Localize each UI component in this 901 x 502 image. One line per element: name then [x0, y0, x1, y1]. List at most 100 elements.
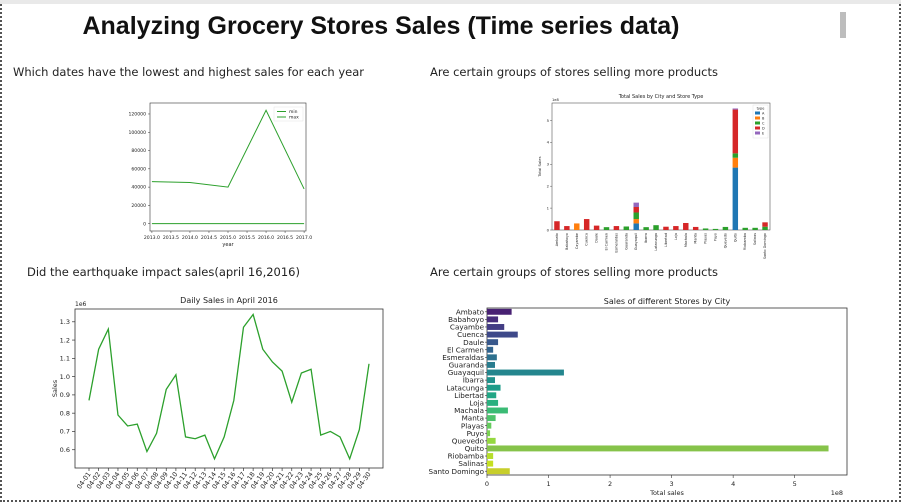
x-tick-label: Riobamba: [743, 233, 747, 250]
y-tick-label: Santo Domingo: [429, 467, 484, 476]
heading-earthquake-impact: Did the earthquake impact sales(april 16…: [27, 265, 300, 279]
legend-swatch-B: [755, 116, 760, 120]
y-tick-label: Cayambe: [450, 323, 485, 332]
bar-segment-santo-domingo-D: [762, 222, 768, 227]
legend-label-B: B: [762, 116, 765, 120]
bar-segment-quevedo-C: [722, 226, 729, 230]
y-tick-label: 5: [547, 118, 550, 123]
y-tick-label: Cuenca: [457, 330, 484, 339]
x-tick-label: Salinas: [753, 233, 757, 245]
x-tick-label: Cuenca: [585, 233, 589, 246]
x-tick-label: Cayambe: [575, 233, 579, 249]
bar-puyo: [487, 430, 491, 437]
legend-label-min: min: [289, 109, 298, 115]
bar-daule: [487, 339, 499, 346]
bar-segment-babahoyo-D: [564, 226, 570, 230]
legend-label-A: A: [762, 111, 765, 115]
heading-min-max-dates: Which dates have the lowest and highest …: [13, 65, 365, 79]
x-tick-label: 0: [485, 480, 489, 488]
y-tick-label: El Carmen: [447, 345, 484, 354]
bar-segment-cayambe-B: [574, 223, 580, 230]
x-tick-label: Latacunga: [654, 233, 658, 251]
x-tick-label: 2015.5: [239, 235, 255, 241]
y-tick-label: Guaranda: [449, 361, 484, 370]
x-tick-label: 2016.0: [258, 235, 274, 241]
y-tick-label: Latacunga: [446, 383, 484, 392]
y-tick-label: 1.2: [60, 336, 70, 344]
bar-segment-quito-E: [732, 108, 739, 110]
chart-title: Sales of different Stores by City: [604, 297, 731, 306]
bar-guayaquil: [487, 369, 564, 376]
y-tick-label: 1.3: [60, 318, 70, 326]
x-tick-label: Quevedo: [723, 233, 727, 248]
y-tick-label: Riobamba: [448, 452, 484, 461]
y-tick-label: Manta: [462, 414, 484, 423]
y-tick-label: 100000: [128, 130, 146, 136]
x-tick-label: Guayaquil: [634, 233, 638, 250]
legend-label-E: E: [762, 131, 764, 135]
bar-segment-guayaquil-A: [633, 223, 639, 230]
bar-segment-loja-D: [673, 226, 679, 230]
scrollbar-thumb[interactable]: [840, 12, 846, 38]
y-tick-label: Quito: [465, 444, 484, 453]
bar-libertad: [487, 392, 497, 399]
bar-segment-quito-A: [732, 167, 739, 230]
bar-riobamba: [487, 453, 494, 459]
bar-segment-ibarra-C: [643, 227, 649, 230]
bar-el-carmen: [487, 346, 494, 353]
y-tick-label: Quevedo: [452, 436, 484, 445]
x-tick-label: 2014.5: [201, 235, 217, 241]
y-tick-label: 1.0: [60, 373, 70, 381]
y-tick-label: 40000: [131, 185, 146, 191]
bar-ibarra: [487, 377, 495, 384]
bar-segment-guayaquil-C: [633, 212, 639, 220]
y-tick-label: 1.1: [60, 355, 70, 363]
y-tick-label: 120000: [128, 112, 146, 118]
bar-machala: [487, 407, 508, 414]
bar-segment-puyo-C: [712, 228, 719, 230]
y-tick-label: 0.7: [60, 428, 70, 436]
y-tick-label: Machala: [454, 406, 484, 415]
bar-segment-manta-D: [692, 226, 699, 230]
page-title: Analyzing Grocery Stores Sales (Time ser…: [82, 12, 680, 40]
bar-segment-salinas-C: [752, 227, 758, 230]
legend-label-D: D: [762, 126, 765, 130]
x-tick-label: 2015.0: [220, 235, 236, 241]
plot-frame: [486, 307, 848, 476]
y-axis-label: Sales: [51, 379, 59, 397]
legend-label-C: C: [762, 121, 765, 125]
bar-segment-quito-C: [732, 153, 739, 158]
y-tick-label: Playas: [461, 421, 484, 430]
x-tick-label: Esmeraldas: [614, 233, 618, 253]
x-tick-label: Libertad: [664, 233, 668, 247]
y-axis-label: Total Sales: [537, 156, 542, 177]
y-tick-label: 0.6: [60, 446, 70, 454]
legend-swatch-D: [755, 126, 760, 130]
x-tick-label: 3: [670, 480, 674, 488]
bar-segment-cuenca-D: [583, 219, 590, 230]
bar-manta: [487, 415, 496, 422]
y-tick-label: 80000: [131, 148, 146, 154]
x-tick-label: Santo Domingo: [763, 233, 767, 259]
y-tick-label: 60000: [131, 166, 146, 172]
bar-segment-quito-D: [732, 109, 739, 154]
y-tick-label: Ibarra: [463, 376, 484, 385]
bar-segment-daule-D: [593, 225, 600, 230]
top-bar: [0, 0, 901, 4]
bar-playas: [487, 422, 492, 429]
y-tick-label: Puyo: [467, 429, 484, 438]
bar-santo-domingo: [487, 468, 510, 475]
bar-segment-riobamba-C: [742, 227, 748, 230]
x-tick-label: 1: [546, 480, 550, 488]
y-tick-label: 3: [547, 162, 550, 167]
x-tick-label: Loja: [674, 233, 678, 240]
x-axis-label: Total sales: [649, 489, 684, 497]
bar-ambato: [487, 308, 512, 315]
y-tick-label: Salinas: [458, 459, 484, 468]
legend-swatch-A: [755, 111, 760, 115]
x-tick-label: Manta: [694, 233, 698, 244]
